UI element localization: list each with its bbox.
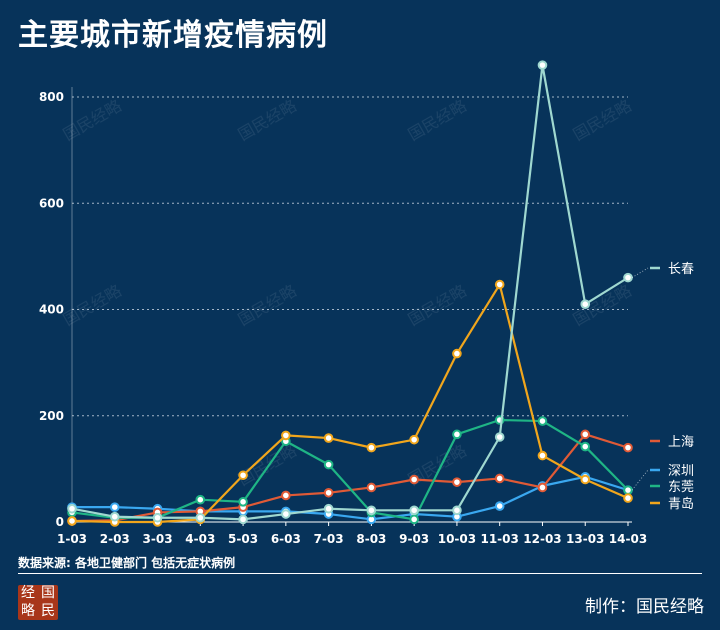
data-point-青岛 [281, 430, 291, 441]
watermark-text: 国民经略 [60, 281, 125, 329]
series-line-长春 [71, 64, 629, 521]
chart-title: 主要城市新增疫情病例 [18, 18, 328, 53]
data-point-东莞 [537, 416, 548, 426]
watermark-text: 国民经略 [235, 96, 300, 144]
data-point-长春 [238, 514, 248, 525]
legend-label-深圳: 深圳 [668, 464, 694, 479]
data-point-长春 [152, 512, 163, 523]
logo-char: 国 [41, 585, 55, 601]
data-point-长春 [109, 511, 120, 522]
x-tick-label: 5-03 [228, 532, 258, 546]
data-point-深圳 [109, 502, 120, 512]
data-point-东莞 [409, 514, 419, 525]
watermark-text: 国民经略 [405, 281, 470, 329]
data-point-青岛 [494, 279, 505, 290]
x-tick-label: 12-03 [523, 532, 561, 546]
legend-label-东莞: 东莞 [668, 480, 694, 495]
data-source-note: 数据来源: 各地卫健部门 包括无症状病例 [18, 556, 236, 570]
data-point-长春 [67, 503, 77, 514]
watermark-text: 国民经略 [60, 96, 125, 144]
data-point-深圳 [494, 501, 505, 511]
legend-leader [631, 469, 649, 491]
x-tick-label: 10-03 [438, 532, 476, 546]
data-point-青岛 [623, 493, 633, 503]
y-tick-label: 600 [39, 196, 64, 210]
data-point-东莞 [580, 441, 591, 452]
x-tick-label: 1-03 [57, 532, 87, 546]
data-point-东莞 [623, 485, 633, 495]
logo-char: 经 [21, 585, 35, 601]
y-tick-label: 400 [39, 303, 64, 317]
data-point-青岛 [238, 470, 248, 481]
data-point-上海 [494, 473, 505, 484]
data-point-青岛 [452, 348, 462, 359]
x-tick-label: 3-03 [143, 532, 173, 546]
grid-layer [72, 96, 628, 417]
series-line-深圳 [72, 475, 629, 521]
legend-label-长春: 长春 [668, 262, 694, 277]
x-tick-label: 14-03 [609, 532, 647, 546]
data-point-长春 [366, 505, 377, 516]
data-point-青岛 [537, 450, 548, 461]
data-point-长春 [452, 505, 462, 516]
watermark-text: 国民经略 [570, 281, 635, 329]
data-point-长春 [281, 509, 291, 519]
footer-divider [18, 573, 702, 574]
series-lines [67, 60, 633, 527]
data-point-东莞 [323, 459, 334, 470]
watermark-text: 国民经略 [235, 281, 300, 329]
data-point-东莞 [238, 497, 248, 507]
series-line-青岛 [71, 283, 629, 524]
data-point-青岛 [67, 516, 77, 526]
data-point-青岛 [409, 434, 419, 445]
x-tick-label: 9-03 [399, 532, 429, 546]
x-tick-label: 4-03 [185, 532, 215, 546]
x-tick-label: 13-03 [566, 532, 604, 546]
y-tick-label: 0 [56, 515, 64, 529]
data-point-长春 [323, 503, 334, 514]
data-point-上海 [537, 482, 548, 493]
data-point-青岛 [323, 433, 334, 443]
x-tick-label: 7-03 [314, 532, 344, 546]
data-point-上海 [623, 442, 633, 453]
data-point-上海 [281, 490, 291, 501]
credit-text: 制作：国民经略 [585, 597, 704, 617]
legend-label-上海: 上海 [668, 435, 694, 450]
watermark-text: 国民经略 [235, 441, 300, 489]
legend-label-青岛: 青岛 [668, 496, 694, 512]
watermark-text: 国民经略 [405, 96, 470, 144]
data-point-上海 [452, 477, 462, 487]
x-tick-label: 2-03 [100, 532, 130, 546]
x-tick-label: 11-03 [480, 532, 518, 546]
data-point-长春 [494, 432, 505, 442]
data-point-长春 [580, 299, 591, 309]
data-point-东莞 [452, 429, 462, 440]
data-point-长春 [537, 60, 548, 70]
data-point-东莞 [195, 494, 206, 505]
data-point-长春 [409, 505, 419, 516]
y-tick-label: 200 [39, 409, 64, 423]
data-point-青岛 [580, 474, 591, 485]
data-point-上海 [580, 429, 591, 440]
data-point-上海 [366, 482, 377, 493]
legend-leader [631, 267, 649, 278]
data-point-上海 [323, 487, 334, 498]
data-point-青岛 [366, 442, 377, 453]
series-line-东莞 [71, 418, 629, 521]
logo-char: 略 [21, 602, 35, 619]
axis-layer: 0 200 400 600 800 1-03 2-03 3-03 4-03 5-03 6-03 7-0… [39, 87, 647, 546]
brand-logo: 经 国 略 民 [18, 585, 58, 620]
data-point-上海 [409, 474, 419, 485]
y-tick-label: 800 [39, 90, 64, 104]
x-tick-label: 6-03 [271, 532, 301, 546]
data-point-长春 [623, 272, 633, 283]
x-tick-label: 8-03 [356, 532, 386, 546]
logo-char: 民 [41, 602, 55, 619]
watermark-text: 国民经略 [570, 96, 635, 144]
data-point-长春 [195, 512, 206, 523]
